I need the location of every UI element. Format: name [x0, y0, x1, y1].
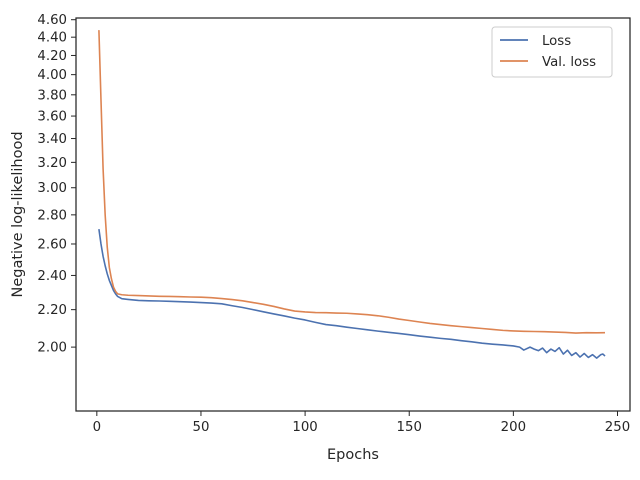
x-axis: 0 50 100 150 200 250 [93, 411, 630, 435]
y-tick-label: 3.60 [37, 110, 67, 125]
legend-label: Val. loss [542, 55, 596, 70]
y-tick-label: 4.40 [37, 31, 67, 46]
y-axis-label: Negative log-likelihood [10, 131, 26, 297]
y-tick-label: 3.00 [37, 181, 67, 196]
series-layer [98, 30, 606, 359]
y-tick-label: 2.40 [37, 269, 67, 284]
series-line-loss [98, 229, 606, 359]
y-tick-label: 4.60 [37, 13, 67, 28]
x-tick-label: 50 [193, 420, 210, 435]
x-tick-label: 0 [93, 420, 101, 435]
legend-label: Loss [542, 34, 571, 49]
y-axis: 2.00 2.20 2.40 2.60 2.80 3.00 3.20 3.40 3.60 3.80… [37, 13, 76, 356]
y-tick-label: 3.20 [37, 156, 67, 171]
y-tick-label: 4.00 [37, 68, 67, 83]
x-tick-label: 100 [292, 420, 317, 435]
series-line-val-loss [98, 30, 606, 334]
y-tick-label: 2.00 [37, 341, 67, 356]
y-tick-label: 3.80 [37, 88, 67, 103]
y-tick-label: 4.20 [37, 49, 67, 64]
x-tick-label: 250 [605, 420, 630, 435]
x-tick-label: 200 [501, 420, 526, 435]
y-tick-label: 2.20 [37, 303, 67, 318]
y-tick-label: 2.60 [37, 237, 67, 252]
y-tick-label: 3.40 [37, 132, 67, 147]
x-axis-label: Epochs [327, 447, 379, 463]
x-tick-label: 150 [397, 420, 422, 435]
y-tick-label: 2.80 [37, 208, 67, 223]
legend: Loss Val. loss [491, 26, 613, 78]
